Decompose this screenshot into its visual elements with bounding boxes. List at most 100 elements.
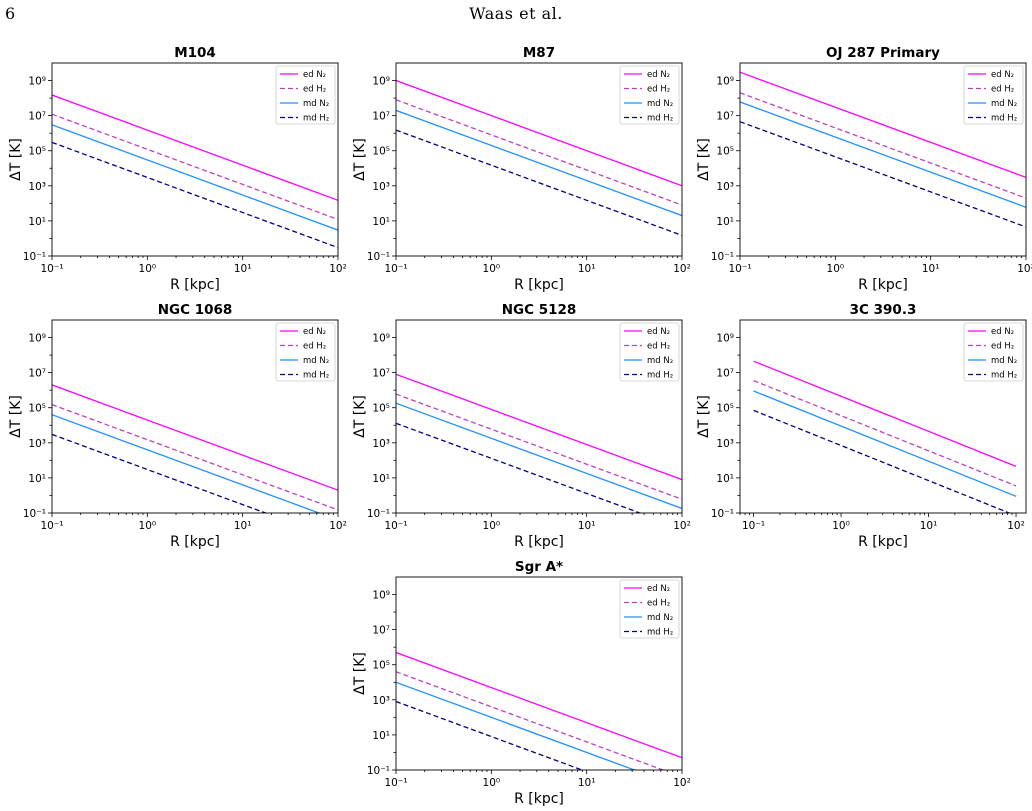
series-line [740, 92, 1026, 199]
y-tick-label: 10⁷ [28, 368, 46, 380]
series-line [52, 414, 321, 513]
x-axis-label: R [kpc] [170, 277, 220, 293]
x-tick-label: 10¹ [234, 520, 252, 532]
x-axis-label: R [kpc] [514, 534, 564, 550]
y-tick-label: 10⁻¹ [23, 251, 46, 263]
y-tick-label: 10⁹ [372, 333, 390, 345]
x-tick-label: 10⁻¹ [742, 520, 765, 532]
panel-title: 3C 390.3 [850, 302, 917, 318]
legend-label: md H₂ [991, 114, 1017, 124]
x-tick-label: 10⁰ [483, 520, 501, 532]
legend-label: md H₂ [303, 371, 329, 381]
legend-box [963, 322, 1024, 382]
series-line [396, 651, 682, 759]
legend-box [275, 65, 336, 125]
y-tick-label: 10⁹ [372, 590, 390, 602]
panel-title: M87 [523, 45, 555, 61]
series-line [753, 390, 1017, 497]
y-tick-label: 10¹ [372, 216, 390, 228]
series-line [753, 409, 1012, 513]
y-tick-label: 10¹ [716, 473, 734, 485]
series-line [396, 681, 637, 770]
chart-panel: NGC 5128 10⁻¹ 10⁰ 10¹ 10² 10⁻¹ 10¹ 10³ 10⁵ 10⁷ 10⁹… [352, 302, 691, 550]
legend-label: ed H₂ [647, 85, 670, 95]
x-tick-label: 10⁰ [483, 263, 501, 275]
y-tick-label: 10⁵ [716, 146, 734, 158]
plot-frame [395, 576, 683, 771]
y-tick-label: 10³ [372, 695, 390, 707]
series-line [52, 113, 338, 221]
series-line [52, 141, 338, 249]
x-tick-label: 10⁰ [139, 520, 157, 532]
x-axis-label: R [kpc] [514, 277, 564, 293]
x-tick-label: 10¹ [578, 777, 596, 789]
panel-title: NGC 1068 [158, 302, 233, 318]
y-tick-label: 10⁵ [716, 403, 734, 415]
x-tick-label: 10⁻¹ [384, 263, 407, 275]
legend-label: ed H₂ [991, 85, 1014, 95]
y-tick-label: 10⁷ [372, 111, 390, 123]
y-tick-label: 10⁻¹ [367, 508, 390, 520]
y-axis-label: ΔT [K] [8, 138, 24, 181]
legend-label: md H₂ [647, 371, 673, 381]
series-line [396, 671, 665, 770]
chart-panel: NGC 1068 10⁻¹ 10⁰ 10¹ 10² 10⁻¹ 10¹ 10³ 10⁵ 10⁷ 10⁹… [8, 302, 347, 550]
legend-box [619, 65, 680, 125]
y-tick-label: 10⁻¹ [367, 765, 390, 777]
x-tick-label: 10⁰ [483, 777, 501, 789]
series-line [52, 403, 338, 511]
chart-panel: Sgr A* 10⁻¹ 10⁰ 10¹ 10² 10⁻¹ 10¹ 10³ 10⁵ 10⁷ 10⁹ R … [352, 559, 691, 807]
legend-label: ed N₂ [991, 70, 1014, 80]
x-tick-label: 10⁻¹ [40, 263, 63, 275]
legend-label: ed N₂ [647, 70, 670, 80]
y-tick-label: 10³ [716, 438, 734, 450]
y-tick-label: 10⁵ [372, 403, 390, 415]
series-line [396, 402, 682, 510]
y-tick-label: 10⁷ [28, 111, 46, 123]
x-tick-label: 10¹ [922, 263, 940, 275]
plot-frame [739, 62, 1027, 257]
x-tick-label: 10² [673, 520, 691, 532]
y-tick-label: 10⁹ [716, 76, 734, 88]
page-number: 6 [5, 4, 16, 23]
legend-label: md N₂ [647, 99, 673, 109]
legend-label: md N₂ [647, 356, 673, 366]
plot-frame [395, 62, 683, 257]
x-tick-label: 10⁰ [832, 520, 850, 532]
series-line [740, 101, 1026, 208]
series-line [52, 384, 338, 491]
y-tick-label: 10¹ [372, 473, 390, 485]
legend: ed N₂ ed H₂ md N₂ md H₂ [963, 65, 1024, 125]
x-axis-label: R [kpc] [514, 791, 564, 807]
legend: ed N₂ ed H₂ md N₂ md H₂ [275, 322, 336, 382]
y-tick-label: 10⁷ [372, 368, 390, 380]
legend: ed N₂ ed H₂ md N₂ md H₂ [619, 322, 680, 382]
x-axis-label: R [kpc] [858, 534, 908, 550]
y-axis-label: ΔT [K] [352, 138, 368, 181]
legend-label: md N₂ [303, 356, 329, 366]
legend-label: md N₂ [991, 99, 1017, 109]
chart-panel: 3C 390.3 10⁻¹ 10⁰ 10¹ 10² 10⁻¹ 10¹ 10³ 10⁵ 10⁷ 10⁹… [696, 302, 1027, 550]
legend-label: ed N₂ [647, 584, 670, 594]
series-line [753, 379, 1017, 487]
y-tick-label: 10⁹ [716, 333, 734, 345]
legend-box [619, 579, 680, 639]
x-tick-label: 10² [673, 263, 691, 275]
y-tick-label: 10¹ [28, 473, 46, 485]
series-line [396, 393, 682, 500]
y-tick-label: 10⁷ [716, 368, 734, 380]
legend-box [963, 65, 1024, 125]
x-tick-label: 10² [1017, 263, 1032, 275]
series-line [52, 94, 338, 201]
y-tick-label: 10⁻¹ [711, 508, 734, 520]
legend-label: ed N₂ [303, 327, 326, 337]
series-line [740, 121, 1026, 228]
series-line [396, 373, 682, 481]
chart-panel: M87 10⁻¹ 10⁰ 10¹ 10² 10⁻¹ 10¹ 10³ 10⁵ 10⁷ 10⁹ R [kp… [352, 45, 691, 293]
y-tick-label: 10⁷ [372, 625, 390, 637]
running-title: Waas et al. [469, 4, 563, 23]
series-line [396, 129, 682, 237]
legend-label: md N₂ [991, 356, 1017, 366]
y-tick-label: 10³ [716, 181, 734, 193]
